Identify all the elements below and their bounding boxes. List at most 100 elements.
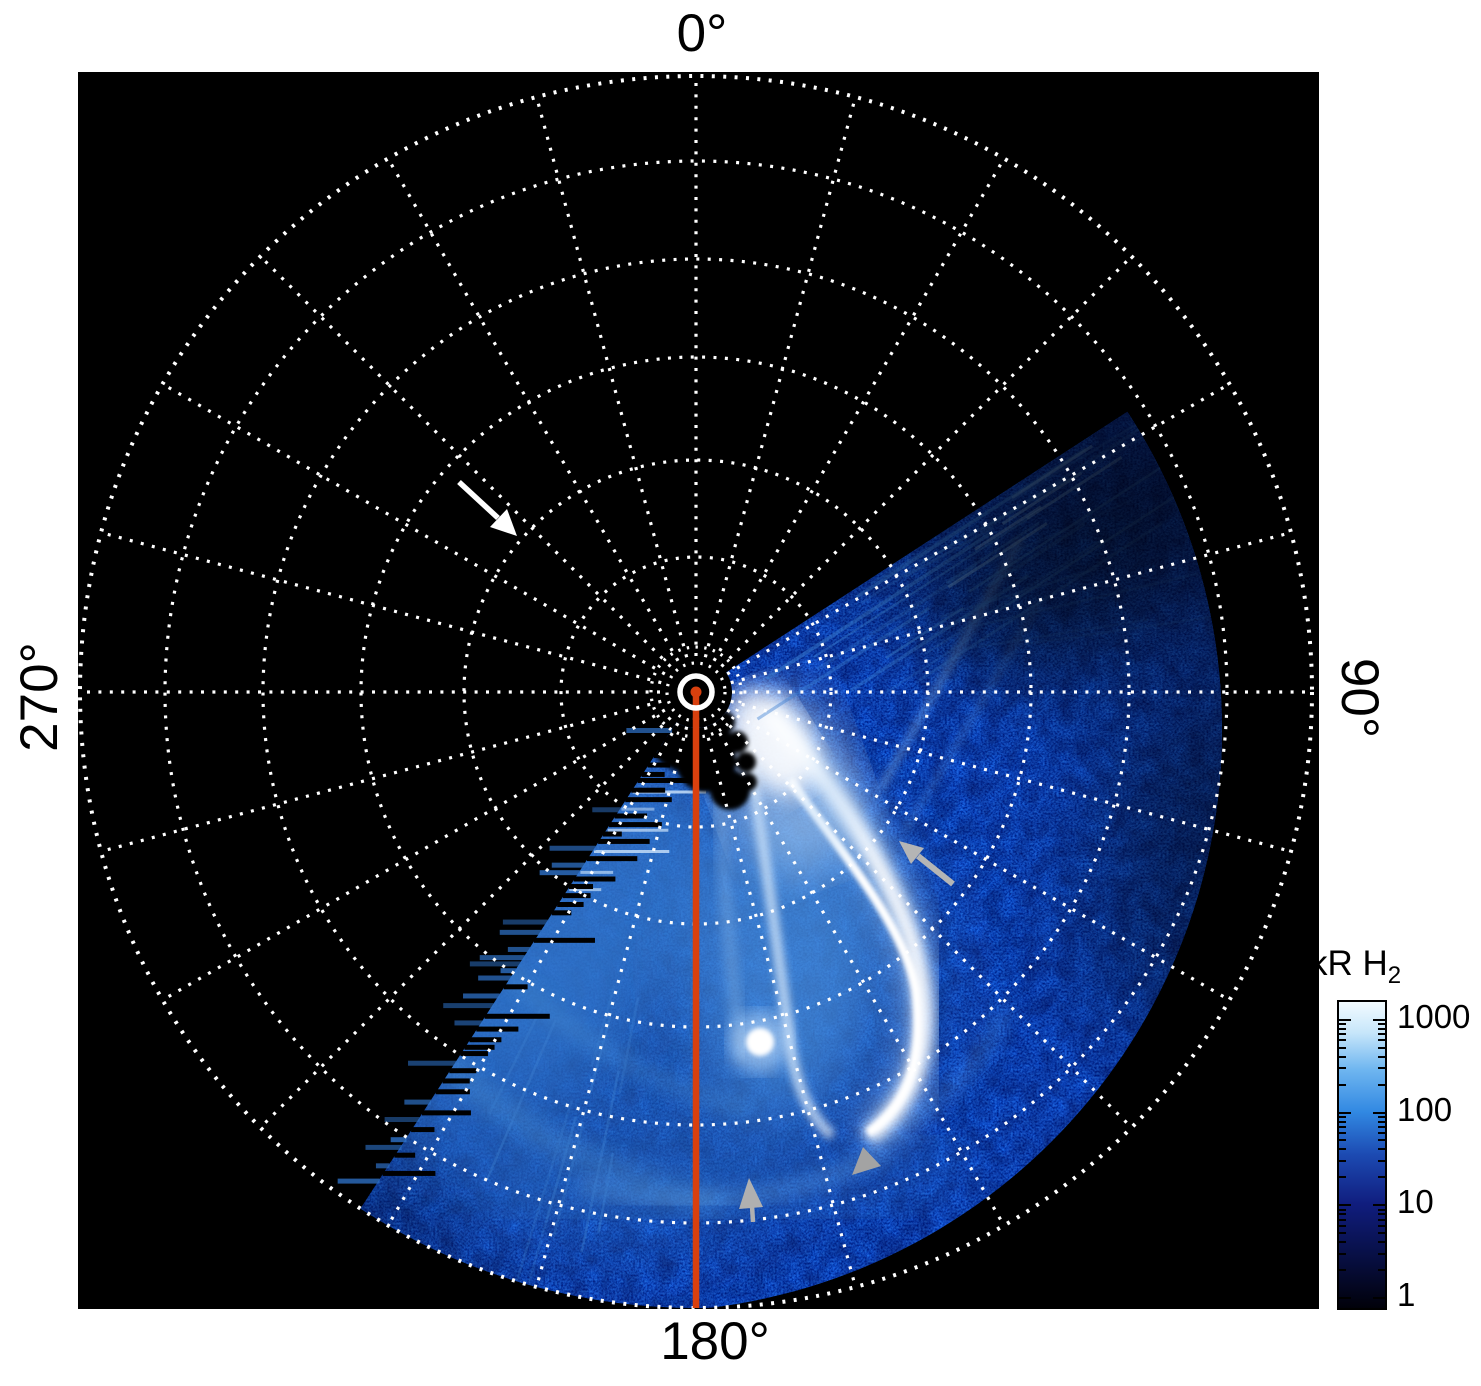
colorbar-tick — [1378, 1055, 1385, 1058]
colorbar-tick — [1339, 1176, 1346, 1179]
gray-arrow-north — [739, 1178, 763, 1223]
grid-spoke — [703, 100, 856, 658]
colorbar-tick — [1373, 1111, 1385, 1114]
colorbar-tick — [1378, 1039, 1385, 1042]
colorbar-tick — [1378, 1067, 1385, 1070]
colorbar-tick — [1378, 1208, 1385, 1211]
colorbar-tick — [1339, 1213, 1346, 1216]
colorbar-tick — [1339, 1115, 1346, 1118]
colorbar-tick — [1339, 1018, 1351, 1021]
colorbar-tick — [1339, 1046, 1346, 1049]
colorbar-tick — [1339, 1033, 1346, 1036]
colorbar-tick-label: 1000 — [1397, 997, 1471, 1035]
colorbar-tick — [1339, 1023, 1346, 1026]
colorbar-tick — [1339, 1269, 1346, 1272]
colorbar-tick — [1378, 1120, 1385, 1123]
colorbar-tick — [1373, 1296, 1385, 1299]
colorbar-tick — [1339, 1039, 1346, 1042]
polar-grid — [78, 74, 1314, 1310]
grid-spoke — [388, 161, 680, 662]
colorbar-tick — [1339, 1241, 1346, 1244]
grid-ring — [78, 74, 1314, 1310]
colorbar-tick — [1378, 1224, 1385, 1227]
colorbar-tick-label: 10 — [1397, 1183, 1434, 1221]
colorbar-tick — [1378, 1023, 1385, 1026]
grid-ring — [261, 257, 1131, 1127]
colorbar-tick — [1378, 1125, 1385, 1128]
grid-spoke — [262, 258, 672, 668]
jagged-data-edge — [337, 728, 721, 1184]
colorbar-tick — [1339, 1132, 1346, 1135]
colorbar-tick — [1378, 1218, 1385, 1221]
colorbar-tick — [1378, 1241, 1385, 1244]
grid-spoke — [165, 384, 666, 676]
colorbar-tick — [1378, 1046, 1385, 1049]
colorbar-tick — [1378, 1139, 1385, 1142]
colorbar-tick — [1378, 1115, 1385, 1118]
colorbar-tick — [1378, 1160, 1385, 1163]
colorbar-tick — [1339, 1111, 1351, 1114]
colorbar-tick — [1378, 1027, 1385, 1030]
colorbar-tick — [1339, 1120, 1346, 1123]
white-arrow-southeast — [457, 479, 517, 536]
colorbar-tick — [1339, 1083, 1346, 1086]
colorbar-tick — [1339, 1204, 1351, 1207]
colorbar-tick — [1339, 1055, 1346, 1058]
colorbar-tick — [1339, 1252, 1346, 1255]
colorbar-tick-label: 1 — [1397, 1275, 1416, 1313]
colorbar-tick — [1378, 1083, 1385, 1086]
angle-label-270: 270° — [10, 642, 69, 752]
colorbar-tick — [1339, 1218, 1346, 1221]
colorbar-tick — [1339, 1027, 1346, 1030]
grid-spoke — [165, 708, 666, 1000]
grid-spoke — [104, 532, 662, 685]
colorbar-tick — [1378, 1148, 1385, 1151]
grid-spoke — [720, 716, 1130, 1126]
colorbar-tick — [1378, 1213, 1385, 1216]
grid-spoke — [726, 708, 1227, 1000]
colorbar-tick — [1378, 1269, 1385, 1272]
pole-ring — [677, 673, 715, 711]
colorbar-title: kR H2 — [1310, 944, 1402, 989]
grid-spoke — [712, 722, 1004, 1223]
grid-ring — [559, 555, 833, 829]
colorbar-title-subscript: 2 — [1387, 962, 1402, 989]
gray-arrowhead-southwest — [852, 1147, 881, 1175]
colorbar-tick — [1378, 1033, 1385, 1036]
pole-dot — [690, 686, 702, 698]
grid-spoke — [536, 100, 689, 658]
colorbar-tick — [1339, 1208, 1346, 1211]
colorbar-tick — [1339, 1296, 1351, 1299]
colorbar — [1337, 1000, 1387, 1310]
grid-spoke — [730, 532, 1288, 685]
colorbar-tick — [1378, 1176, 1385, 1179]
grid-spoke — [703, 726, 856, 1284]
colorbar-tick — [1339, 1160, 1346, 1163]
pole-marker — [670, 666, 722, 720]
grid-spoke — [730, 699, 1288, 852]
grid-spoke — [262, 716, 672, 1126]
colorbar-tick — [1378, 1232, 1385, 1235]
angle-label-90: 90° — [1330, 657, 1389, 739]
colorbar-tick — [1378, 1252, 1385, 1255]
grid-spoke — [712, 161, 1004, 662]
colorbar-tick — [1339, 1148, 1346, 1151]
grid-spoke — [726, 384, 1227, 676]
grid-spoke — [104, 699, 662, 852]
angle-label-180: 180° — [660, 1312, 770, 1371]
colorbar-tick — [1339, 1224, 1346, 1227]
colorbar-tick — [1339, 1067, 1346, 1070]
colorbar-tick — [1373, 1204, 1385, 1207]
colorbar-tick — [1378, 1132, 1385, 1135]
colorbar-tick-label: 100 — [1397, 1090, 1453, 1128]
colorbar-tick — [1339, 1232, 1346, 1235]
gray-arrow-northwest — [899, 841, 955, 887]
grid-spoke — [720, 258, 1130, 668]
colorbar-tick — [1339, 1139, 1346, 1142]
grid-spoke — [536, 726, 689, 1284]
colorbar-tick — [1339, 1125, 1346, 1128]
grid-spoke — [388, 722, 680, 1223]
colorbar-tick — [1373, 1018, 1385, 1021]
